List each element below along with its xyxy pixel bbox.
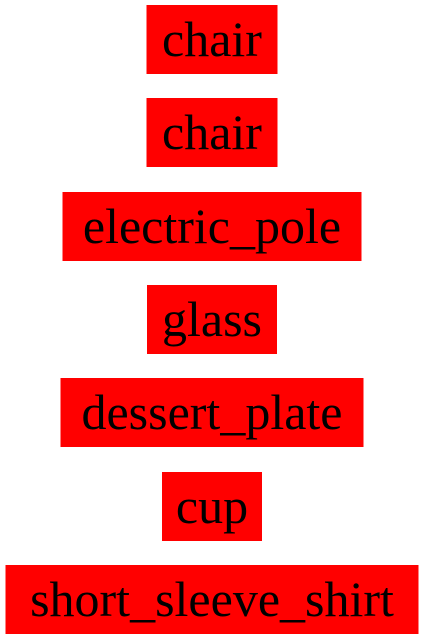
label-chair-1: chair — [146, 5, 278, 74]
label-short-sleeve-shirt: short_sleeve_shirt — [5, 565, 419, 634]
label-dessert-plate: dessert_plate — [60, 378, 364, 447]
label-glass: glass — [147, 285, 277, 354]
label-cup: cup — [162, 472, 262, 541]
label-electric-pole: electric_pole — [62, 192, 362, 261]
label-chair-2: chair — [146, 98, 278, 167]
